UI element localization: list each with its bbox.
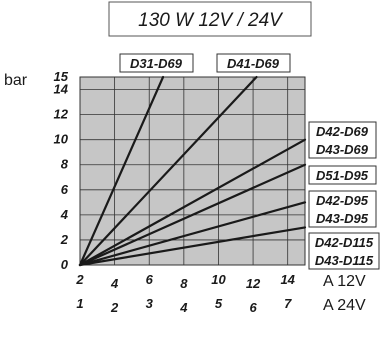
y-tick-label: 14 <box>54 82 69 97</box>
x-tick-label-24v: 7 <box>284 296 292 311</box>
x-tick-label-24v: 5 <box>215 296 223 311</box>
y-tick-label: 4 <box>60 207 69 222</box>
y-axis-unit: bar <box>4 72 28 89</box>
x-tick-label-12v: 10 <box>211 272 226 287</box>
y-tick-label: 2 <box>60 232 69 247</box>
y-tick-label: 12 <box>54 107 69 122</box>
x-tick-label-12v: 14 <box>280 272 295 287</box>
series-label-d41-d69: D41-D69 <box>216 53 291 73</box>
x-tick-label-24v: 3 <box>146 296 154 311</box>
chart-title: 130 W 12V / 24V <box>138 10 284 31</box>
series-line-d43-d115 <box>78 226 307 267</box>
x-tick-label-12v: 8 <box>180 276 188 291</box>
x-tick-labels-12v: 2 4 6 8 10 12 14 <box>75 272 295 291</box>
series-line-d51-d95-d42-d95-d43-d95 <box>78 163 307 267</box>
series-label-d42-d43-d69: D42-D69 D43-D69 <box>308 121 377 159</box>
x-unit-24v: A 24V <box>323 297 366 314</box>
x-tick-label-24v: 4 <box>179 300 188 315</box>
label-d42-d95: D42-D95 <box>316 193 369 208</box>
label-d43-d95: D43-D95 <box>316 211 369 226</box>
series-label-d42-d43-d95: D42-D95 D43-D95 <box>308 190 377 228</box>
label-d51-d95: D51-D95 <box>316 168 369 183</box>
x-tick-label-12v: 4 <box>110 276 119 291</box>
y-tick-label: 0 <box>61 257 69 272</box>
series-lines <box>78 75 307 267</box>
x-tick-label-24v: 1 <box>76 296 83 311</box>
x-tick-label-24v: 6 <box>249 300 257 315</box>
series-label-d42-d43-d115: D42-D115 D43-D115 <box>308 232 380 270</box>
label-d43-d69: D43-D69 <box>316 142 369 157</box>
label-d42-d69: D42-D69 <box>316 124 369 139</box>
plot-frame <box>79 76 306 266</box>
series-line-d42-d69-d43-d69 <box>78 138 307 267</box>
y-tick-label: 8 <box>61 157 69 172</box>
x-unit-12v: A 12V <box>323 273 366 290</box>
series-label-d51-d95: D51-D95 <box>308 165 377 185</box>
x-tick-labels-24v: 1 2 3 4 5 6 7 <box>76 296 292 315</box>
title-box <box>108 1 312 37</box>
y-tick-label: 6 <box>61 182 69 197</box>
x-tick-label-12v: 2 <box>75 272 84 287</box>
series-line-d31-d69 <box>78 75 165 267</box>
label-d42-d115: D42-D115 <box>315 235 374 250</box>
x-tick-label-12v: 6 <box>146 272 154 287</box>
plot-area <box>80 77 305 265</box>
y-tick-label: 15 <box>54 69 69 84</box>
label-d43-d115: D43-D115 <box>315 253 374 268</box>
series-line-d41-d69 <box>78 75 258 267</box>
series-label-d31-d69: D31-D69 <box>119 53 194 73</box>
series-line-d42-d115 <box>78 201 307 267</box>
label-d31-d69: D31-D69 <box>130 56 183 71</box>
x-tick-label-24v: 2 <box>110 300 119 315</box>
y-tick-label: 10 <box>54 132 69 147</box>
label-d41-d69: D41-D69 <box>227 56 280 71</box>
x-tick-label-12v: 12 <box>246 276 261 291</box>
